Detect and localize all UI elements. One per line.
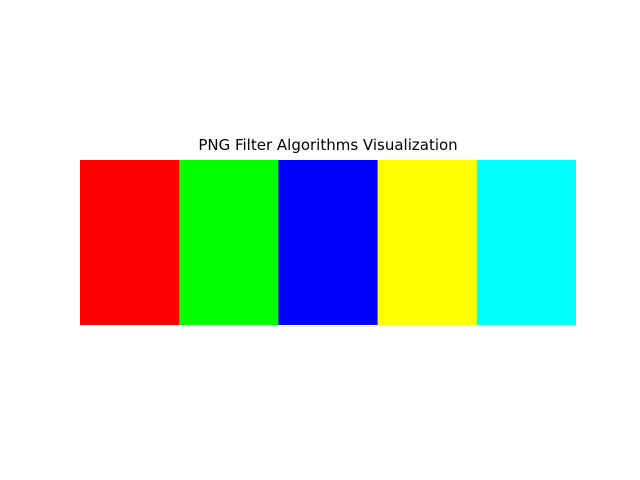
color-strip-plot: [80, 160, 576, 325]
color-cell-5: [476, 160, 576, 325]
color-cell-4: [377, 160, 478, 325]
color-cell-3: [278, 160, 379, 325]
color-cell-1: [80, 160, 180, 325]
color-cell-2: [179, 160, 279, 325]
chart-title: PNG Filter Algorithms Visualization: [198, 136, 458, 154]
